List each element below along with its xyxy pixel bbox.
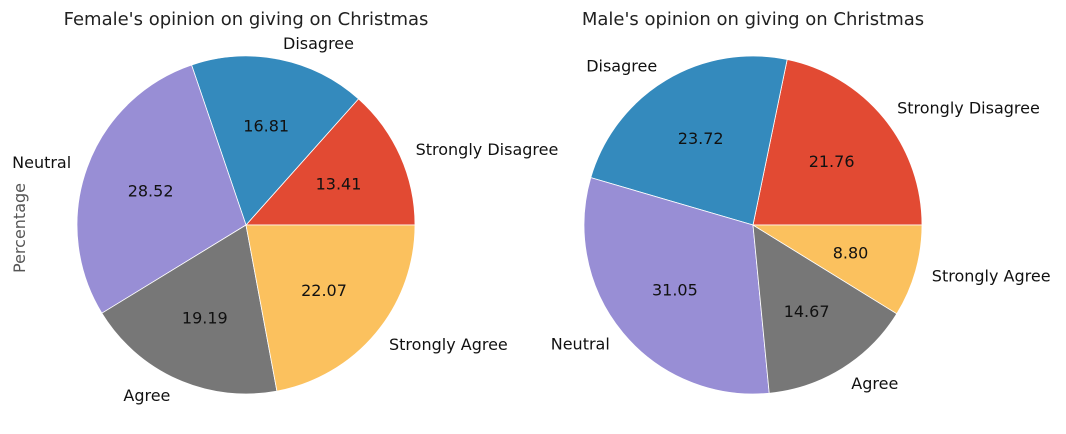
female-pct-label-neutral: 28.52 [128,182,174,201]
female-category-label-neutral: Neutral [12,153,71,172]
male-pct-label-strongly-agree: 8.80 [833,244,869,263]
female-slice-strongly-agree [245,224,416,392]
male-slice-strongly-agree [751,224,923,315]
male-category-label-strongly-disagree: Strongly Disagree [897,99,1040,118]
female-pie-chart: Female's opinion on giving on Christmas … [10,9,558,405]
male-category-label-strongly-agree: Strongly Agree [932,267,1051,286]
male-pct-label-agree: 14.67 [784,302,830,321]
female-pct-label-agree: 19.19 [182,309,228,328]
male-chart-title: Male's opinion on giving on Christmas [582,9,924,30]
female-pct-label-strongly-disagree: 13.41 [316,175,362,194]
male-pie-labels: 21.76 Strongly Disagree 23.72 Disagree 31.05… [551,57,1051,393]
female-pie-slices [76,55,416,395]
male-pct-label-strongly-disagree: 21.76 [809,152,855,171]
male-slice-neutral [583,177,770,395]
female-pct-label-strongly-agree: 22.07 [301,281,347,300]
male-category-label-disagree: Disagree [586,57,657,76]
male-pie-chart: Male's opinion on giving on Christmas 21… [551,9,1051,395]
male-slice-agree [752,224,898,394]
male-slice-disagree [590,55,788,226]
female-chart-title: Female's opinion on giving on Christmas [64,9,429,30]
female-category-label-disagree: Disagree [283,34,354,53]
male-slice-strongly-disagree [752,59,923,226]
female-slice-strongly-disagree [245,98,416,226]
female-category-label-agree: Agree [123,386,170,405]
male-pie-slices [583,55,923,395]
female-pct-label-disagree: 16.81 [243,117,289,136]
female-slice-disagree [191,55,360,226]
female-category-label-strongly-agree: Strongly Agree [389,335,508,354]
male-category-label-neutral: Neutral [551,335,610,354]
female-slice-neutral [76,64,247,314]
female-y-axis-label: Percentage [10,183,29,273]
female-slice-agree [101,224,278,395]
male-pct-label-neutral: 31.05 [652,281,698,300]
male-pct-label-disagree: 23.72 [678,129,724,148]
female-category-label-strongly-disagree: Strongly Disagree [416,140,559,159]
male-category-label-agree: Agree [851,374,898,393]
female-pie-labels: 13.41 Strongly Disagree 16.81 Disagree 28.52… [12,34,558,405]
